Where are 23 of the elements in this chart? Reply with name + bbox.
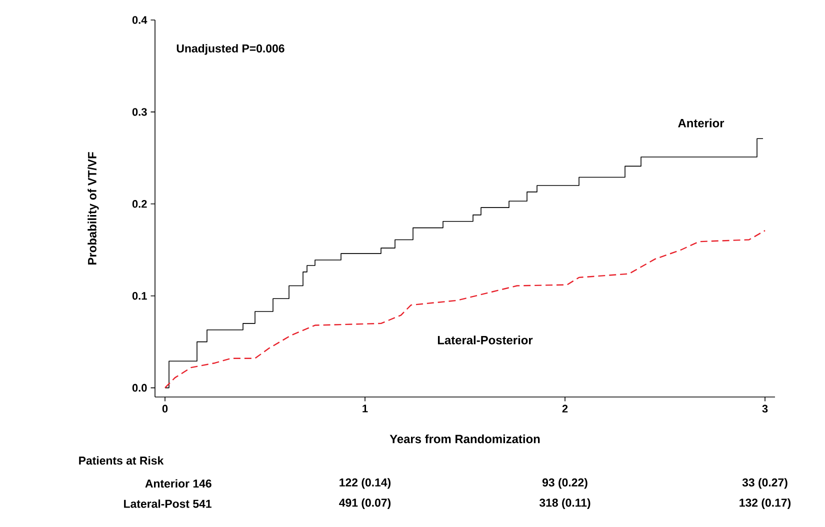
y-tick-label: 0.0 bbox=[132, 384, 147, 392]
text: 33 (0.27) bbox=[742, 478, 788, 489]
y-axis-title: Probability of VT/VF bbox=[88, 152, 99, 264]
x-tick-label: 0 bbox=[162, 404, 168, 413]
x-tick-label: 2 bbox=[562, 404, 568, 412]
text: Patients at Risk bbox=[79, 456, 164, 465]
y-tick-label: 0.4 bbox=[132, 16, 148, 24]
text: 132 (0.17) bbox=[740, 498, 791, 509]
text: 93 (0.22) bbox=[542, 478, 588, 489]
text: Lateral-Posterior bbox=[438, 336, 533, 344]
text: Lateral-Post 541 bbox=[124, 499, 212, 508]
text: 122 (0.14) bbox=[340, 478, 391, 489]
text: 318 (0.11) bbox=[539, 498, 590, 509]
x-tick-label: 3 bbox=[762, 404, 768, 413]
x-tick-label: 1 bbox=[362, 404, 368, 412]
text: 491 (0.07) bbox=[339, 498, 391, 509]
y-tick-label: 0.3 bbox=[132, 108, 147, 116]
y-tick-label: 0.2 bbox=[132, 200, 147, 208]
x-axis-title: Years from Randomization bbox=[390, 434, 540, 444]
y-tick-label: 0.1 bbox=[132, 292, 147, 300]
text: Anterior 146 bbox=[145, 479, 212, 488]
text: Anterior bbox=[678, 118, 724, 128]
annotation: Unadjusted P=0.006 bbox=[176, 44, 284, 55]
